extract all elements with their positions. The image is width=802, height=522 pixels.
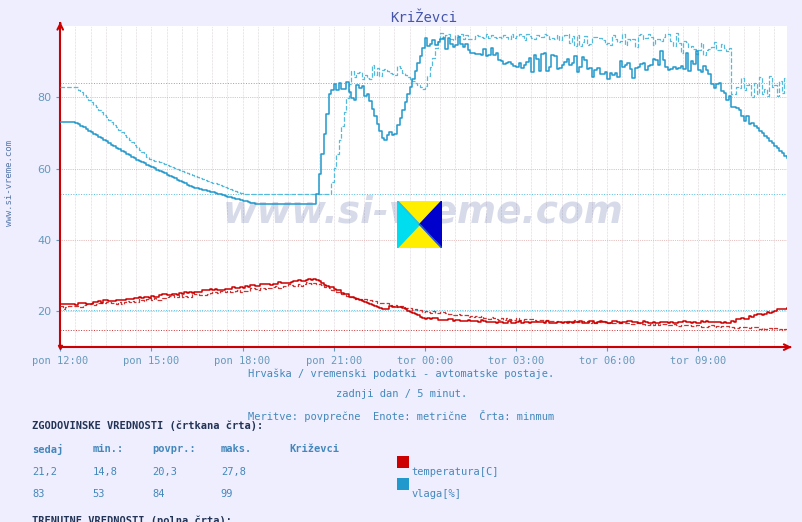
Text: zadnji dan / 5 minut.: zadnji dan / 5 minut. [335, 389, 467, 399]
Polygon shape [419, 201, 441, 248]
Text: ZGODOVINSKE VREDNOSTI (črtkana črta):: ZGODOVINSKE VREDNOSTI (črtkana črta): [32, 420, 263, 431]
Text: Križevci: Križevci [289, 444, 338, 454]
Text: 21,2: 21,2 [32, 467, 57, 477]
Text: www.si-vreme.com: www.si-vreme.com [223, 194, 623, 230]
Text: 84: 84 [152, 489, 165, 499]
Text: Meritve: povprečne  Enote: metrične  Črta: minmum: Meritve: povprečne Enote: metrične Črta:… [248, 410, 554, 422]
Text: 83: 83 [32, 489, 45, 499]
Polygon shape [397, 201, 441, 248]
Text: 53: 53 [92, 489, 105, 499]
Text: povpr.:: povpr.: [152, 444, 196, 454]
Title: KriŽevci: KriŽevci [390, 11, 456, 25]
Text: sedaj: sedaj [32, 444, 63, 455]
Text: temperatura[C]: temperatura[C] [411, 467, 498, 477]
Text: maks.: maks. [221, 444, 252, 454]
Text: www.si-vreme.com: www.si-vreme.com [5, 140, 14, 226]
Text: 14,8: 14,8 [92, 467, 117, 477]
Text: min.:: min.: [92, 444, 124, 454]
Text: 27,8: 27,8 [221, 467, 245, 477]
Text: Hrvaška / vremenski podatki - avtomatske postaje.: Hrvaška / vremenski podatki - avtomatske… [248, 368, 554, 378]
Text: 20,3: 20,3 [152, 467, 177, 477]
Text: vlaga[%]: vlaga[%] [411, 489, 460, 499]
Text: 99: 99 [221, 489, 233, 499]
Polygon shape [397, 201, 419, 248]
Text: TRENUTNE VREDNOSTI (polna črta):: TRENUTNE VREDNOSTI (polna črta): [32, 515, 232, 522]
